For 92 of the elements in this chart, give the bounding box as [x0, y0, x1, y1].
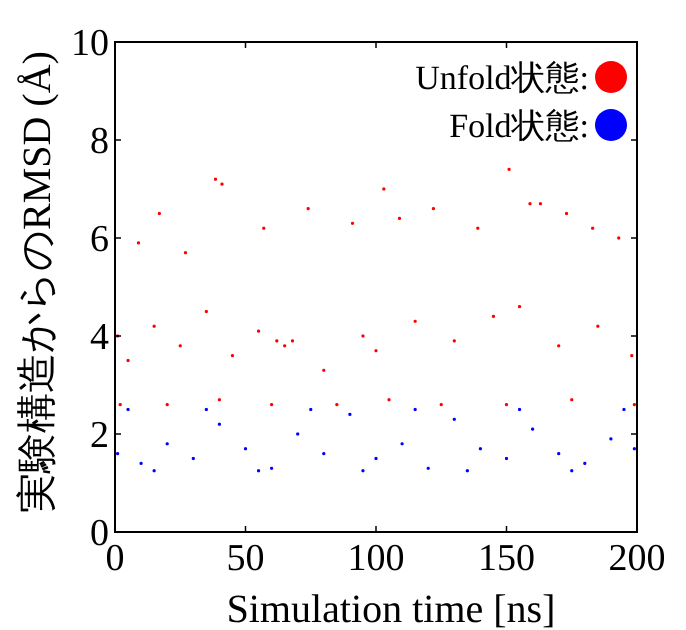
point	[387, 398, 391, 402]
point	[218, 422, 221, 426]
point	[140, 462, 143, 465]
point	[538, 202, 542, 206]
point	[296, 432, 300, 436]
point	[136, 241, 140, 244]
point	[564, 212, 568, 216]
point	[518, 408, 522, 412]
point	[630, 354, 634, 358]
point	[374, 349, 378, 352]
point	[218, 398, 221, 402]
point	[557, 452, 560, 456]
point	[214, 178, 218, 181]
point	[244, 447, 248, 450]
point	[270, 403, 274, 406]
x-tick-label: 200	[608, 537, 666, 579]
point	[204, 310, 208, 314]
point	[476, 226, 480, 230]
point	[414, 320, 417, 323]
x-tick-label: 50	[226, 537, 264, 579]
x-tick-label: 150	[478, 537, 535, 579]
x-tick-label: 100	[348, 537, 404, 579]
y-axis-title: 実験構造からのRMSD (Å)	[14, 51, 59, 513]
point	[398, 216, 402, 220]
point	[306, 207, 310, 210]
point	[126, 408, 130, 412]
point	[166, 442, 169, 446]
x-axis-title: Simulation time [ns]	[226, 586, 556, 630]
point	[426, 466, 430, 470]
point	[466, 469, 469, 472]
point	[452, 339, 456, 342]
point	[591, 226, 594, 230]
point	[400, 442, 404, 446]
point	[609, 437, 612, 440]
point	[290, 339, 294, 342]
legend-label: Unfold状態:	[415, 60, 589, 97]
point	[557, 344, 560, 348]
point	[220, 182, 224, 186]
point	[382, 187, 386, 191]
point	[166, 403, 169, 406]
legend-label: Fold状態:	[449, 108, 589, 145]
point	[374, 456, 378, 460]
point	[152, 469, 156, 472]
point	[192, 456, 195, 460]
point	[632, 403, 636, 406]
point	[158, 212, 161, 216]
point	[528, 202, 532, 206]
point	[508, 168, 511, 171]
point	[478, 447, 482, 450]
point	[322, 452, 326, 456]
point	[184, 251, 188, 254]
point	[617, 236, 620, 240]
point	[256, 330, 260, 333]
point	[492, 314, 496, 318]
point	[596, 324, 600, 328]
point	[270, 466, 274, 470]
point	[432, 207, 436, 210]
point	[204, 408, 208, 412]
point	[262, 226, 266, 230]
point	[322, 368, 326, 372]
point	[309, 408, 312, 412]
point	[335, 403, 338, 406]
point	[622, 408, 626, 412]
point	[361, 469, 365, 472]
point	[350, 222, 354, 225]
point	[452, 418, 456, 421]
point	[116, 452, 120, 456]
point	[440, 403, 443, 406]
y-tick-label: 2	[90, 414, 109, 456]
point	[348, 412, 352, 416]
y-tick-label: 10	[71, 22, 109, 64]
point	[570, 398, 574, 402]
point	[531, 428, 534, 431]
point	[504, 403, 508, 406]
point	[504, 456, 508, 460]
point	[518, 305, 522, 308]
point	[275, 339, 278, 342]
point	[230, 354, 234, 358]
y-tick-label: 4	[90, 316, 109, 358]
point	[126, 358, 130, 362]
point	[570, 469, 574, 472]
point	[152, 324, 156, 328]
y-tick-label: 8	[90, 120, 109, 162]
point	[256, 469, 260, 472]
point	[361, 334, 365, 338]
point	[414, 408, 417, 412]
point	[118, 403, 122, 406]
y-tick-label: 6	[90, 218, 109, 260]
point	[178, 344, 182, 348]
point	[632, 447, 636, 450]
point	[583, 462, 586, 465]
point	[283, 344, 286, 348]
